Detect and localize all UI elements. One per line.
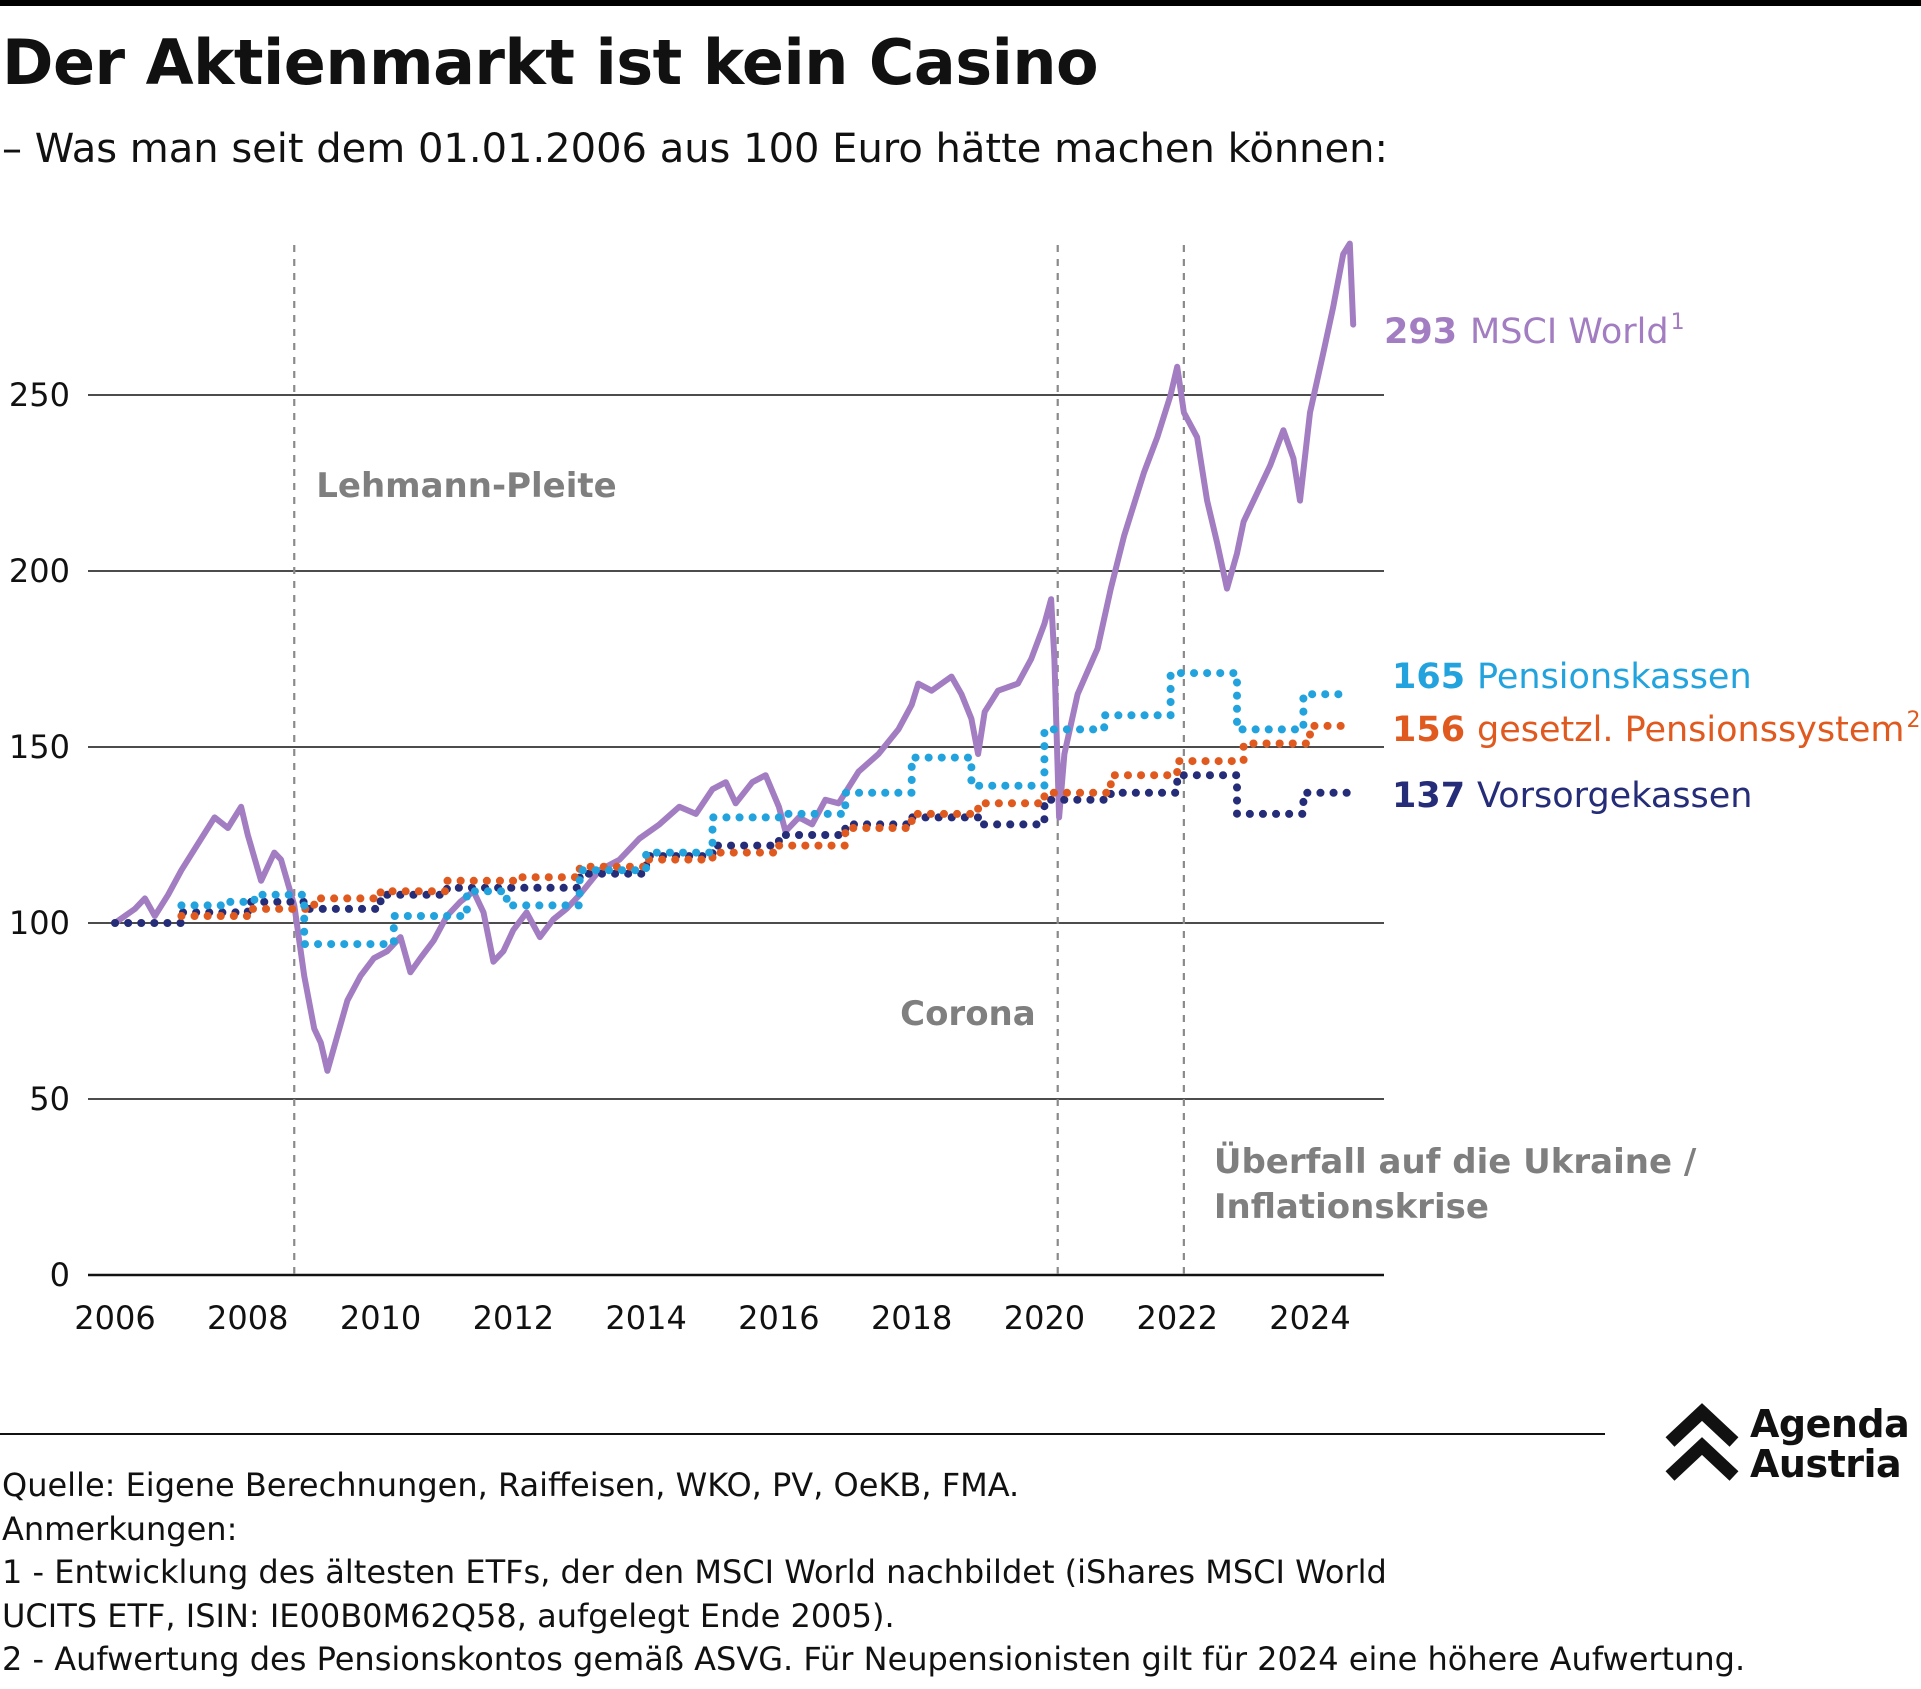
series-end-value: 156 — [1392, 710, 1465, 750]
double-chevron-up-icon — [1665, 1403, 1739, 1481]
series-end-name: Vorsorgekassen — [1477, 776, 1753, 816]
y-tick-label: 50 — [29, 1080, 70, 1118]
series-end-name: gesetzl. Pensionssystem — [1477, 710, 1905, 750]
logo-text: Agenda Austria — [1750, 1402, 1910, 1486]
series-end-name: Pensionskassen — [1477, 657, 1752, 697]
grid-layer — [88, 394, 1384, 1277]
series-layer — [111, 240, 1357, 1074]
y-tick-label: 250 — [9, 376, 70, 414]
series-line-gesetzl-pensionssystem — [177, 721, 1354, 920]
event-label: Lehmann-Pleite — [316, 466, 616, 506]
event-label: Überfall auf die Ukraine / — [1214, 1141, 1697, 1182]
series-footnote-marker: 2 — [1907, 708, 1921, 733]
x-tick-label: 2008 — [207, 1299, 288, 1337]
agenda-austria-logo: Agenda Austria — [1664, 1402, 1914, 1492]
tick-layer: 0 50 100 150 200 250 2006 2008 2010 2012 2014 2016 2… — [9, 376, 1351, 1337]
series-end-name: MSCI World — [1470, 312, 1669, 352]
footer-divider — [0, 1433, 1605, 1435]
logo-line-2: Austria — [1750, 1442, 1902, 1486]
event-label-line-2: Inflationskrise — [1214, 1187, 1489, 1227]
chart-title: Der Aktienmarkt ist kein Casino — [2, 26, 1099, 99]
logo-line-1: Agenda — [1750, 1402, 1910, 1446]
x-tick-label: 2018 — [871, 1299, 952, 1337]
x-tick-label: 2016 — [738, 1299, 819, 1337]
y-tick-label: 200 — [9, 552, 70, 590]
note-1-line-1: 1 - Entwicklung des ältesten ETFs, der d… — [2, 1553, 1387, 1591]
series-end-value: 165 — [1392, 657, 1465, 697]
event-label: Corona — [900, 994, 1036, 1034]
label-layer: 293 MSCI World 1 165 Pensionskassen 156 gesetz… — [1384, 310, 1921, 816]
series-footnote-marker: 1 — [1671, 310, 1685, 335]
x-tick-label: 2012 — [473, 1299, 554, 1337]
y-tick-label: 150 — [9, 728, 70, 766]
series-line-pensionskassen — [177, 669, 1354, 949]
note-2: 2 - Aufwertung des Pensionskontos gemäß … — [2, 1640, 1746, 1678]
chart-subtitle: – Was man seit dem 01.01.2006 aus 100 Eu… — [2, 126, 1388, 172]
x-tick-label: 2020 — [1004, 1299, 1085, 1337]
notes-label: Anmerkungen: — [2, 1509, 238, 1548]
x-tick-label: 2024 — [1269, 1299, 1350, 1337]
series-end-value: 137 — [1392, 776, 1465, 816]
x-tick-label: 2022 — [1137, 1299, 1218, 1337]
series-end-value: 293 — [1384, 312, 1457, 352]
source-note: Quelle: Eigene Berechnungen, Raiffeisen,… — [2, 1466, 1020, 1504]
y-tick-label: 100 — [9, 904, 70, 942]
note-1-line-2: UCITS ETF, ISIN: IE00B0M62Q58, aufgelegt… — [2, 1596, 895, 1635]
x-tick-label: 2006 — [74, 1299, 155, 1337]
x-tick-label: 2014 — [605, 1299, 686, 1337]
event-layer: Lehmann-Pleite Corona Überfall auf die Ukr… — [293, 245, 1697, 1275]
x-tick-label: 2010 — [340, 1299, 421, 1337]
series-line-msci-world — [112, 240, 1357, 1074]
series-line-vorsorgekassen — [111, 771, 1354, 927]
line-chart: Lehmann-Pleite Corona Überfall auf die Ukr… — [9, 240, 1921, 1337]
top-rule — [0, 0, 1921, 6]
footer: Quelle: Eigene Berechnungen, Raiffeisen,… — [2, 1464, 1917, 1682]
y-tick-label: 0 — [50, 1256, 70, 1294]
